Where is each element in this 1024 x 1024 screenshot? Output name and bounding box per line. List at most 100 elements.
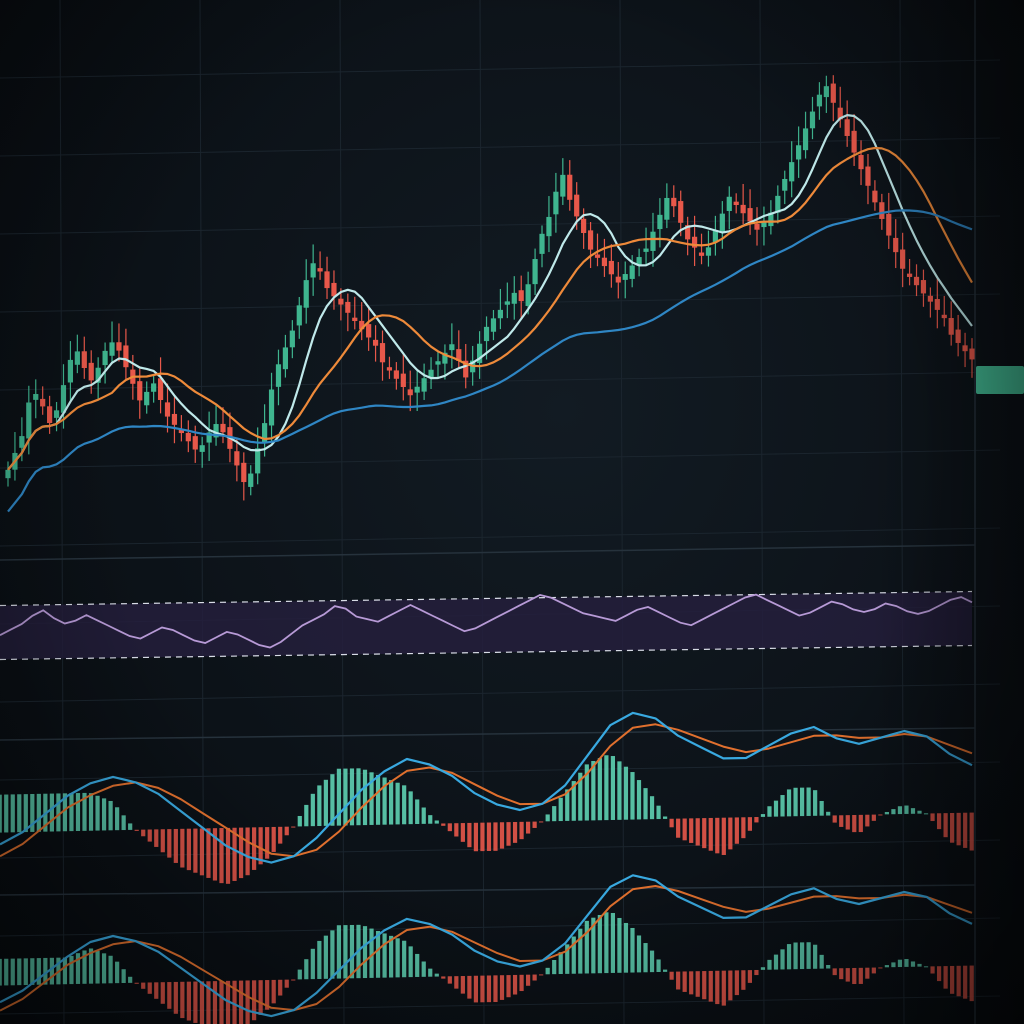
candle-down xyxy=(567,174,573,200)
macd-histogram-bar-up xyxy=(408,946,413,978)
macd-histogram-bar-up xyxy=(623,922,629,973)
macd-histogram-bar-up xyxy=(362,769,368,826)
macd-histogram-bar-up xyxy=(395,938,400,978)
macd-histogram-bar-down xyxy=(845,815,850,830)
candle-down xyxy=(372,339,379,346)
macd-histogram-bar-up xyxy=(362,926,368,979)
candle-up xyxy=(490,318,497,332)
macd-histogram-bar-down xyxy=(186,828,191,871)
macd-histogram-bar-down xyxy=(141,829,146,837)
macd-histogram-bar-down xyxy=(252,827,257,870)
macd-histogram-bar-up xyxy=(826,811,831,816)
macd-histogram-bar-up xyxy=(317,785,322,827)
candle-down xyxy=(185,432,191,442)
candle-up xyxy=(802,128,809,151)
macd-histogram-bar-down xyxy=(284,826,289,836)
macd-histogram-bar-up xyxy=(395,782,400,825)
macd-histogram-bar-up xyxy=(121,815,126,831)
candle-up xyxy=(823,86,829,98)
macd-panel-2[interactable] xyxy=(0,874,974,1024)
macd-histogram-bar-up xyxy=(310,793,315,827)
candle-down xyxy=(601,257,608,267)
macd-histogram-bar-down xyxy=(963,812,968,848)
macd-histogram-bar-down xyxy=(852,967,857,985)
candle-down xyxy=(386,367,393,371)
grid-line-horizontal xyxy=(0,137,1001,157)
macd-histogram-bar-down xyxy=(956,965,961,997)
macd-histogram-bar-down xyxy=(689,818,694,843)
macd-histogram-bar-down xyxy=(969,965,974,1002)
macd-histogram-bar-up xyxy=(813,790,818,816)
macd-histogram-bar-down xyxy=(832,815,837,823)
macd-histogram-bar-up xyxy=(923,813,929,815)
macd-histogram-bar-down xyxy=(865,967,870,979)
candle-up xyxy=(109,342,115,356)
macd-histogram-bar-up xyxy=(62,957,68,985)
macd-histogram-bar-up xyxy=(69,955,74,985)
candle-down xyxy=(858,154,864,170)
macd-histogram-bar-down xyxy=(473,975,479,1003)
macd-histogram-bar-up xyxy=(434,820,439,824)
macd-histogram-bar-up xyxy=(910,961,916,967)
candle-up xyxy=(33,394,39,400)
macd-histogram-bar-up xyxy=(780,949,785,970)
macd-histogram-bar-down xyxy=(728,817,733,850)
macd-histogram-bar-down xyxy=(539,821,544,823)
candle-up xyxy=(546,216,552,237)
macd-histogram-bar-down xyxy=(506,822,511,846)
macd-histogram-bar-up xyxy=(597,914,602,974)
macd-histogram-bar-up xyxy=(317,940,322,979)
macd-histogram-bar-down xyxy=(460,823,465,842)
last-price-tag xyxy=(976,366,1024,394)
macd-histogram-bar-down xyxy=(871,814,876,821)
macd-histogram-bar-down xyxy=(154,829,159,847)
candle-down xyxy=(123,345,129,368)
candle-down xyxy=(88,362,94,381)
candle-down xyxy=(941,314,947,319)
macd-histogram-bar-down xyxy=(193,981,198,1023)
rsi-panel[interactable] xyxy=(0,590,973,661)
macd-histogram-bar-up xyxy=(897,806,903,815)
macd-histogram-bar-down xyxy=(265,827,270,859)
macd-histogram-bar-down xyxy=(486,975,492,1003)
macd-histogram-bar-up xyxy=(780,795,785,817)
panel-divider xyxy=(0,884,976,896)
macd-histogram-bar-up xyxy=(610,756,616,820)
macd-histogram-bar-down xyxy=(858,814,863,833)
macd-histogram-bar-up xyxy=(760,967,766,970)
macd-histogram-bar-down xyxy=(702,818,707,849)
macd-histogram-bar-up xyxy=(323,779,328,826)
macd-histogram-bar-down xyxy=(499,975,505,1000)
candle-down xyxy=(331,282,337,297)
candle-down xyxy=(324,271,330,289)
macd-histogram-bar-up xyxy=(310,948,315,980)
macd-histogram-bar-up xyxy=(88,793,94,831)
macd-histogram-bar-up xyxy=(304,959,309,980)
candle-down xyxy=(116,342,122,351)
macd-histogram-bar-down xyxy=(291,826,296,828)
candle-down xyxy=(678,201,684,223)
grid-line-vertical xyxy=(479,0,485,1024)
candle-up xyxy=(248,473,254,487)
macd-histogram-bar-up xyxy=(343,925,348,979)
candle-down xyxy=(366,324,372,338)
macd-histogram-bar-down xyxy=(473,822,479,852)
macd-histogram-bar-down xyxy=(512,821,518,843)
macd-histogram-bar-up xyxy=(826,964,831,969)
candle-up xyxy=(67,359,74,383)
macd-histogram-bar-down xyxy=(878,967,883,969)
macd-histogram-bar-down xyxy=(956,812,961,846)
candle-down xyxy=(594,254,601,258)
candle-up xyxy=(726,196,732,211)
macd-histogram-bar-up xyxy=(617,761,622,820)
macd-histogram-bar-up xyxy=(799,787,805,817)
candle-up xyxy=(782,178,788,191)
macd-histogram-bar-down xyxy=(219,828,224,884)
candle-up xyxy=(26,402,32,439)
candle-up xyxy=(809,111,816,129)
macd-histogram-bar-up xyxy=(4,958,9,986)
macd-histogram-bar-up xyxy=(415,953,420,977)
macd-histogram-bar-down xyxy=(676,818,681,838)
macd-histogram-bar-down xyxy=(160,829,165,853)
